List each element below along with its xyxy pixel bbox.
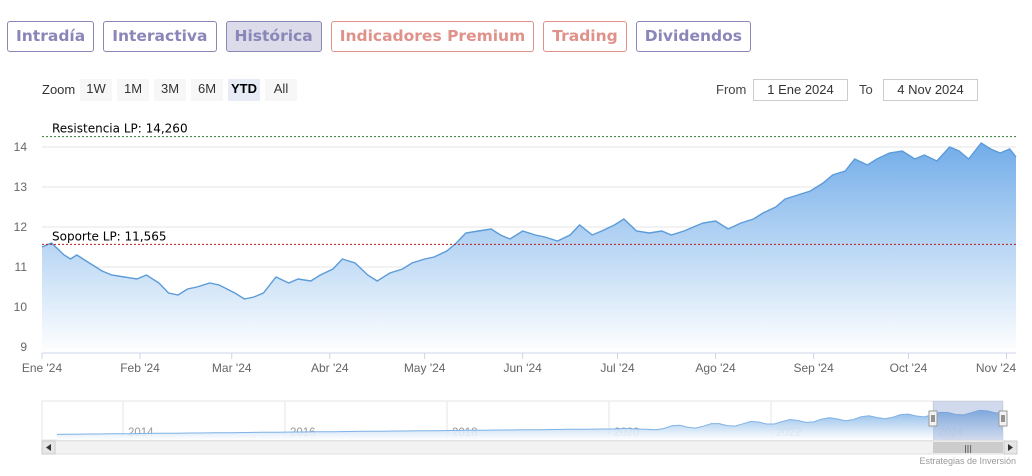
price-line <box>41 142 1017 300</box>
x-tick-label: Oct '24 <box>890 361 928 375</box>
zoom-all-button[interactable]: All <box>265 79 297 101</box>
credit-text: Estrategias de Inversión <box>919 456 1016 466</box>
x-tick-label: Mar '24 <box>212 361 252 375</box>
navigator-selection <box>933 401 1003 440</box>
x-tick-label: Nov '24 <box>976 361 1017 375</box>
tab-interactiva[interactable]: Interactiva <box>103 21 217 52</box>
y-tick-label: 13 <box>14 180 28 194</box>
y-tick-label: 12 <box>14 220 28 234</box>
navigator-area <box>57 410 1003 440</box>
y-tick-label: 9 <box>20 340 27 354</box>
x-axis: Ene '24 Feb '24 Mar '24 Abr '24 May '24 Jun '… <box>22 352 1017 375</box>
navigator[interactable]: 201420162018202020222024||| <box>41 400 1018 455</box>
y-tick-label: 11 <box>15 260 28 274</box>
x-tick-label: Ene '24 <box>22 361 63 375</box>
zoom-label: Zoom <box>42 82 76 97</box>
from-label: From <box>716 82 747 97</box>
y-tick-label: 14 <box>14 140 28 154</box>
tab-indicadores-premium[interactable]: Indicadores Premium <box>330 21 535 52</box>
x-tick-label: Abr '24 <box>311 361 349 375</box>
zoom-6m-button[interactable]: 6M <box>191 79 223 101</box>
zoom-3m-button[interactable]: 3M <box>154 79 186 101</box>
chart-tabs: Intradía Interactiva Histórica Indicador… <box>7 21 760 52</box>
scrollbar-track <box>41 440 1018 455</box>
price-area-fill <box>42 143 1016 353</box>
to-date-input[interactable]: 4 Nov 2024 <box>883 79 978 101</box>
x-tick-label: Jul '24 <box>600 361 635 375</box>
tab-trading[interactable]: Trading <box>543 21 627 52</box>
navigator-line <box>56 409 1003 435</box>
x-tick-label: Feb '24 <box>120 361 160 375</box>
tab-intradia[interactable]: Intradía <box>7 21 95 52</box>
navigator-handle-left[interactable] <box>928 410 938 427</box>
tab-historica[interactable]: Histórica <box>225 21 322 52</box>
support-label: Soporte LP: 11,565 <box>52 229 167 243</box>
level-lines: Resistencia LP: 14,260 Soporte LP: 11,565 <box>42 122 1016 245</box>
x-tick-label: Ago '24 <box>695 361 736 375</box>
navigator-handle-right[interactable] <box>998 410 1008 427</box>
x-tick-label: May '24 <box>404 361 446 375</box>
y-axis: 9 10 11 12 13 14 <box>14 140 28 354</box>
scroll-right-icon <box>1008 444 1013 451</box>
resistance-label: Resistencia LP: 14,260 <box>52 122 188 136</box>
scrollbar-grip-icon: ||| <box>964 444 972 453</box>
x-tick-label: Jun '24 <box>504 361 543 375</box>
scrollbar-thumb[interactable] <box>933 442 1003 453</box>
zoom-1w-button[interactable]: 1W <box>80 79 112 101</box>
y-tick-label: 10 <box>14 300 28 314</box>
x-tick-label: Sep '24 <box>793 361 834 375</box>
from-date-input[interactable]: 1 Ene 2024 <box>753 79 848 101</box>
price-area <box>41 142 1017 353</box>
scroll-left-icon <box>46 444 51 451</box>
zoom-1m-button[interactable]: 1M <box>117 79 149 101</box>
zoom-ytd-button[interactable]: YTD <box>228 79 260 101</box>
tab-dividendos[interactable]: Dividendos <box>635 21 751 52</box>
to-label: To <box>859 82 873 97</box>
